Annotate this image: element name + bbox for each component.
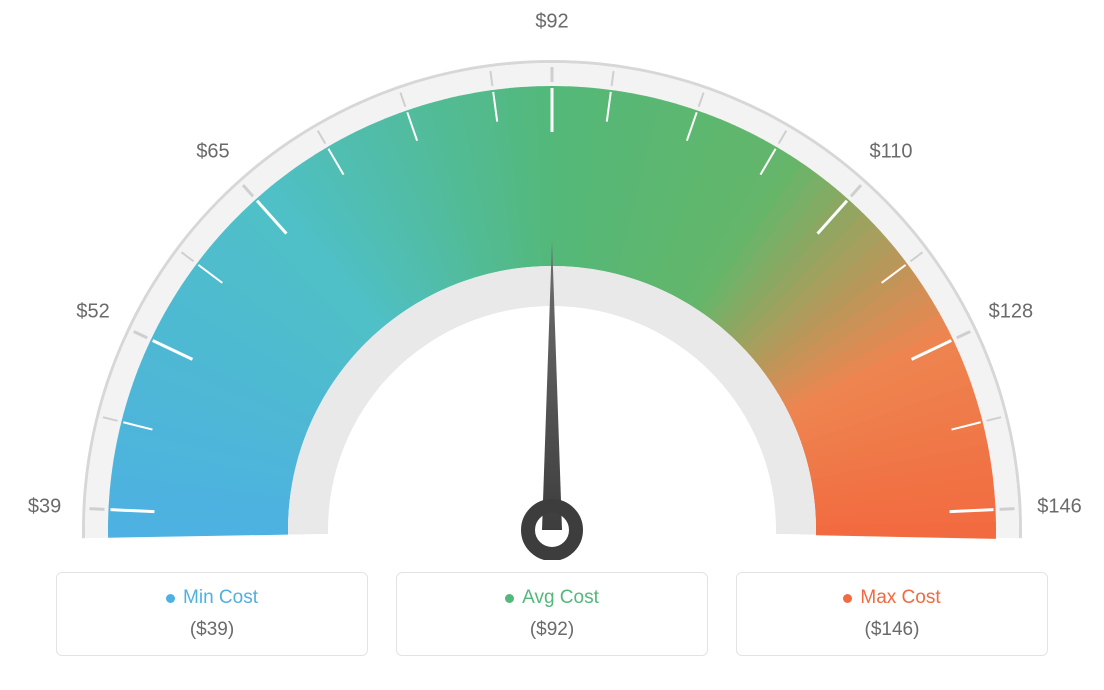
gauge-tick-outer: [89, 509, 104, 510]
legend-value: ($146): [865, 619, 920, 641]
legend-dot-icon: [505, 594, 514, 603]
gauge-chart: $39 $52 $65 $92 $110 $128 $146: [0, 0, 1104, 560]
legend-title: Max Cost: [843, 587, 940, 609]
legend-value: ($92): [530, 619, 574, 641]
gauge-svg: [0, 0, 1104, 560]
legend-card-min-cost: Min Cost ($39): [56, 572, 368, 656]
legend-title-text: Min Cost: [183, 587, 258, 609]
gauge-tick-inner: [110, 510, 154, 512]
gauge-tick-label: $110: [869, 140, 912, 163]
legend-title: Avg Cost: [505, 587, 599, 609]
legend-title-text: Max Cost: [860, 587, 940, 609]
legend-dot-icon: [843, 594, 852, 603]
gauge-tick-label: $65: [196, 140, 229, 163]
gauge-tick-inner: [950, 510, 994, 512]
legend-card-max-cost: Max Cost ($146): [736, 572, 1048, 656]
legend-title: Min Cost: [166, 587, 258, 609]
gauge-tick-label: $128: [989, 301, 1034, 324]
gauge-tick-label: $92: [535, 11, 568, 34]
gauge-tick-label: $52: [76, 301, 109, 324]
legend-value: ($39): [190, 619, 234, 641]
gauge-tick-label: $146: [1037, 495, 1082, 518]
gauge-tick-outer: [1000, 509, 1015, 510]
legend-dot-icon: [166, 594, 175, 603]
legend-row: Min Cost ($39) Avg Cost ($92) Max Cost ($146): [0, 572, 1104, 656]
legend-title-text: Avg Cost: [522, 587, 599, 609]
gauge-tick-label: $39: [28, 495, 61, 518]
legend-card-avg-cost: Avg Cost ($92): [396, 572, 708, 656]
